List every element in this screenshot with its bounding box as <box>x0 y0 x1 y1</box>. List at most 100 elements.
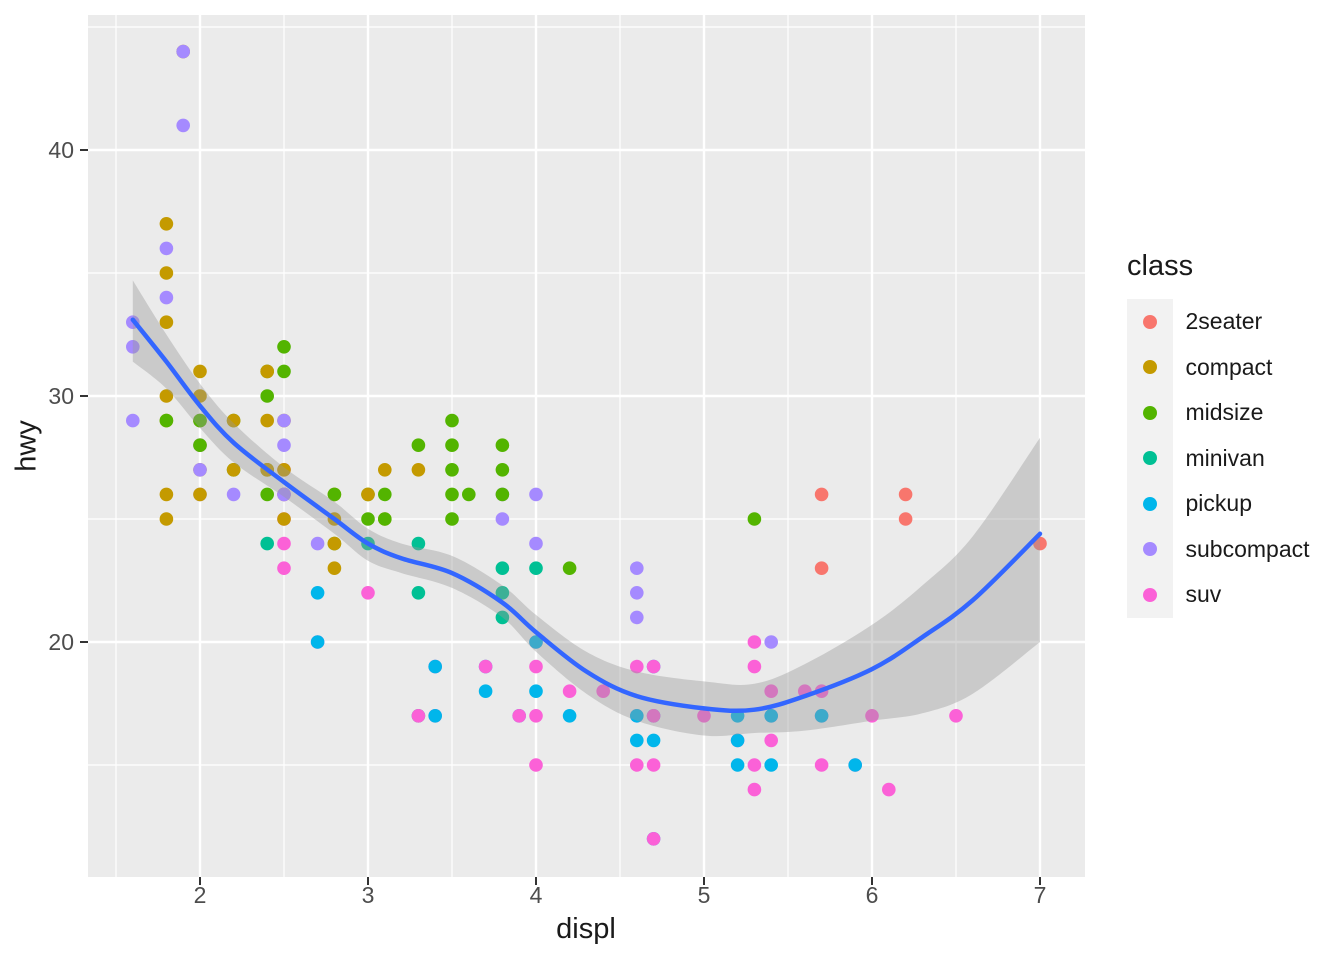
data-point <box>445 487 459 502</box>
data-point <box>747 782 762 797</box>
data-point <box>378 463 392 477</box>
data-point <box>226 463 241 477</box>
data-point <box>898 512 913 526</box>
legend-key <box>1127 299 1173 345</box>
data-point <box>529 709 543 723</box>
data-point <box>865 709 879 723</box>
legend: class 2seater compact midsize minivan pickup… <box>1127 252 1310 618</box>
data-point <box>495 561 510 575</box>
data-point <box>814 487 829 502</box>
data-point <box>277 463 291 477</box>
data-point <box>411 536 426 551</box>
legend-key <box>1127 435 1173 481</box>
data-point <box>529 758 543 772</box>
data-point <box>327 561 342 575</box>
data-point <box>226 487 241 502</box>
data-point <box>159 217 174 231</box>
data-point <box>882 782 896 797</box>
data-point <box>730 733 745 748</box>
data-point <box>411 438 426 453</box>
data-point <box>529 487 543 502</box>
data-point <box>159 487 174 502</box>
data-point <box>630 709 644 723</box>
data-point <box>529 659 543 674</box>
data-point <box>411 463 426 477</box>
data-point <box>462 487 476 502</box>
data-point <box>159 266 174 280</box>
data-point <box>562 709 577 723</box>
legend-item-suv: suv <box>1127 572 1310 618</box>
data-point <box>310 536 325 551</box>
data-point <box>630 586 644 600</box>
data-point <box>747 659 762 674</box>
data-point <box>310 635 325 649</box>
data-point <box>445 438 459 453</box>
data-point <box>848 758 862 772</box>
data-point <box>562 561 577 575</box>
data-point <box>529 561 543 575</box>
data-point <box>814 758 829 772</box>
smooth-line <box>130 317 1043 714</box>
data-point <box>445 463 459 477</box>
legend-dot-2seater <box>1142 314 1157 329</box>
y-axis-title: hwy <box>10 420 43 472</box>
data-point <box>630 733 644 748</box>
legend-label: compact <box>1185 353 1273 380</box>
legend-key <box>1127 572 1173 618</box>
data-point <box>176 44 190 59</box>
data-point <box>226 413 241 428</box>
data-point <box>814 561 829 575</box>
legend-label: 2seater <box>1185 308 1263 335</box>
data-point <box>126 413 140 428</box>
data-point <box>630 561 644 575</box>
data-point <box>512 709 526 723</box>
data-point <box>730 758 745 772</box>
data-point <box>378 512 392 526</box>
data-point <box>378 487 392 502</box>
data-point <box>495 586 510 600</box>
data-point <box>646 709 661 723</box>
legend-key <box>1127 390 1173 436</box>
legend-key <box>1127 344 1173 390</box>
data-point <box>193 438 207 453</box>
data-point <box>630 610 644 625</box>
data-point <box>361 487 375 502</box>
data-point <box>764 733 778 748</box>
x-axis-title: displ <box>556 913 616 945</box>
data-point <box>562 684 577 698</box>
data-point <box>310 586 325 600</box>
data-point <box>445 512 459 526</box>
data-point <box>495 512 510 526</box>
data-point <box>193 413 207 428</box>
legend-label: midsize <box>1185 399 1264 426</box>
data-point <box>193 487 207 502</box>
legend-key <box>1127 481 1173 527</box>
legend-dot-compact <box>1142 360 1157 375</box>
data-point <box>478 684 493 698</box>
data-point <box>126 340 140 354</box>
legend-item-compact: compact <box>1127 344 1310 390</box>
data-point <box>646 758 661 772</box>
data-point <box>159 413 174 428</box>
data-point <box>277 364 291 379</box>
data-point <box>764 635 778 649</box>
data-point <box>764 709 778 723</box>
legend-label: subcompact <box>1185 535 1310 562</box>
data-point <box>327 536 342 551</box>
y-tick-label: 30 <box>48 383 74 409</box>
data-point <box>260 536 275 551</box>
x-tick-label: 6 <box>866 882 879 908</box>
legend-dot-subcompact <box>1142 542 1157 557</box>
data-point <box>495 610 510 625</box>
y-tick-label: 40 <box>48 137 74 163</box>
data-point <box>764 758 778 772</box>
legend-items: 2seater compact midsize minivan pickup subcom… <box>1127 299 1310 618</box>
x-tick-label: 4 <box>530 882 543 908</box>
data-point <box>747 635 762 649</box>
legend-label: pickup <box>1185 490 1252 517</box>
data-point <box>277 413 291 428</box>
data-point <box>445 413 459 428</box>
data-point <box>478 659 493 674</box>
